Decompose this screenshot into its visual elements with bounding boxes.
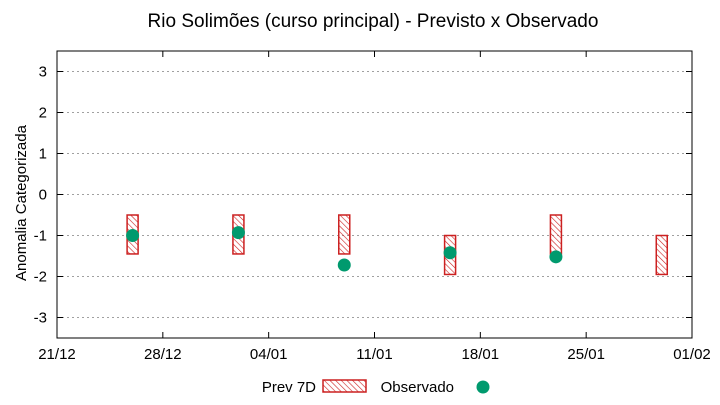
y-tick-label: 1 (39, 146, 47, 163)
prev-7d-bar (655, 234, 669, 276)
x-tick-label: 28/12 (144, 346, 182, 363)
legend-swatch-observado (476, 380, 490, 394)
legend-swatch-prev-7d (322, 379, 367, 393)
observado-point (549, 250, 563, 264)
y-tick-label: -3 (34, 310, 47, 327)
x-tick-label: 18/01 (462, 346, 500, 363)
observado-point (231, 226, 245, 240)
legend-label-observado: Observado (381, 379, 454, 396)
prev-7d-bar (338, 214, 351, 255)
y-tick-label: 3 (39, 64, 47, 81)
observado-point (126, 229, 140, 242)
x-tick-label: 04/01 (250, 346, 288, 363)
legend: Prev 7D Observado (262, 379, 490, 396)
x-tick-labels: 21/12 28/12 04/01 11/01 18/01 25/01 01/02 (38, 346, 711, 363)
grid-lines (57, 71, 692, 318)
observado-point (337, 258, 351, 272)
x-tick-label: 11/01 (356, 346, 392, 363)
observado-point (443, 246, 457, 260)
y-tick-label: -2 (34, 269, 47, 286)
y-tick-label: -1 (34, 228, 47, 245)
legend-label-prev-7d: Prev 7D (262, 379, 316, 396)
prev-7d-series (126, 214, 669, 276)
y-tick-label: 2 (39, 105, 47, 122)
x-tick-label: 25/01 (567, 346, 605, 363)
y-axis-label: Anomalia Categorizada (13, 124, 30, 281)
y-tick-label: 0 (39, 187, 47, 204)
prev-7d-bar (549, 214, 563, 255)
axis-ticks (56, 51, 693, 338)
x-tick-label: 01/02 (673, 346, 711, 363)
x-tick-label: 21/12 (38, 346, 76, 363)
observado-series (126, 226, 563, 272)
chart-title: Rio Solimões (curso principal) - Previst… (148, 11, 599, 32)
y-tick-labels: 3 2 1 0 -1 -2 -3 (34, 64, 47, 327)
